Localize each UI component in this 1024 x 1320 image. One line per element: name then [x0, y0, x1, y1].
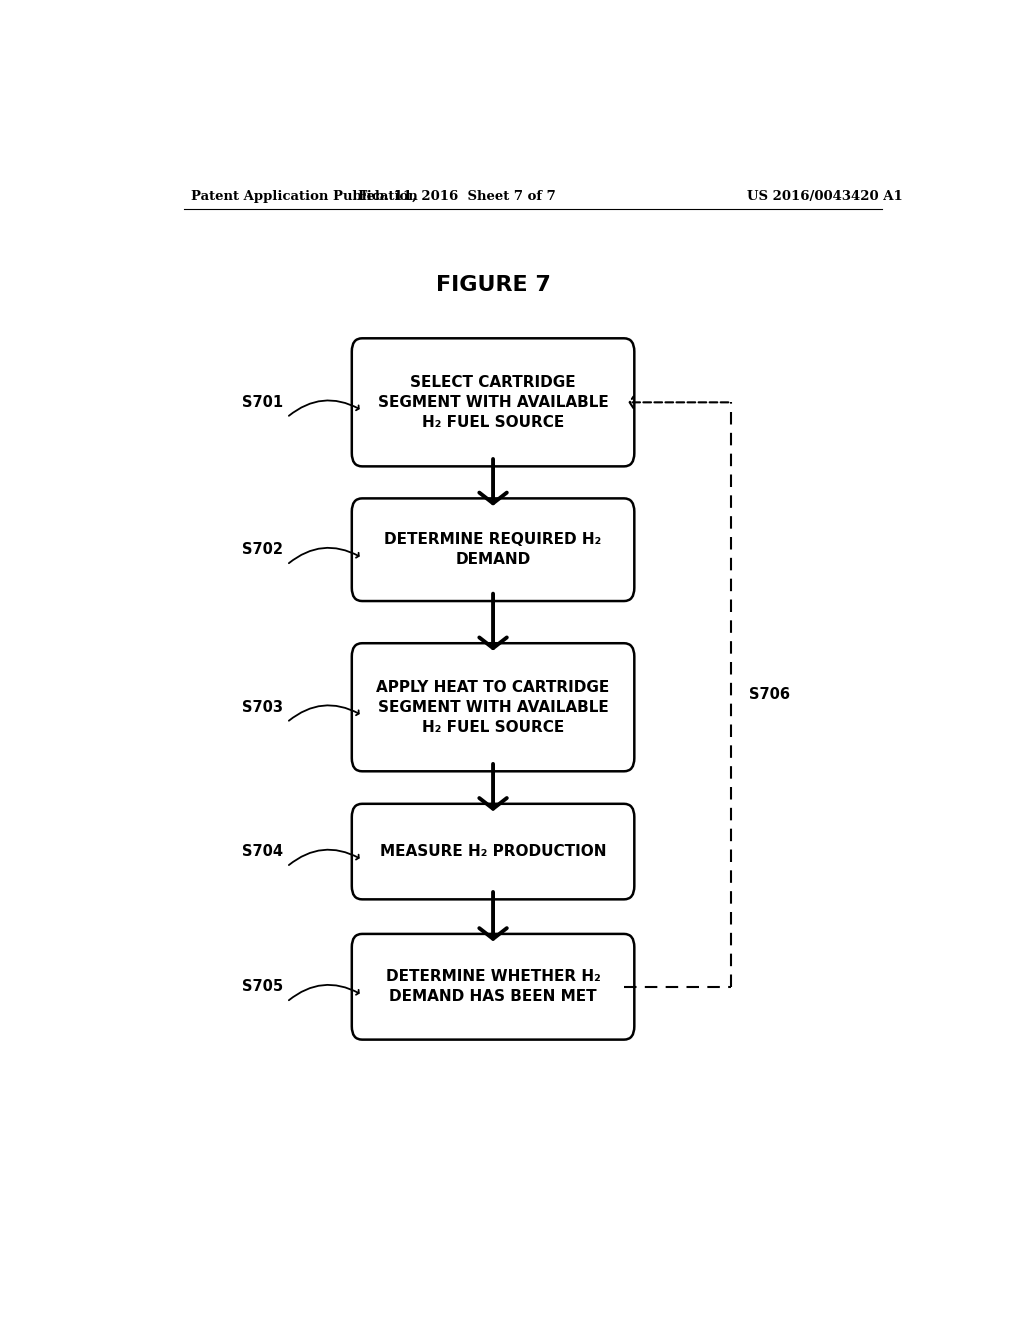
FancyBboxPatch shape [352, 338, 634, 466]
Text: SELECT CARTRIDGE
SEGMENT WITH AVAILABLE
H₂ FUEL SOURCE: SELECT CARTRIDGE SEGMENT WITH AVAILABLE … [378, 375, 608, 429]
Text: S701: S701 [242, 395, 283, 409]
Text: Feb. 11, 2016  Sheet 7 of 7: Feb. 11, 2016 Sheet 7 of 7 [358, 190, 556, 202]
Text: Patent Application Publication: Patent Application Publication [191, 190, 418, 202]
Text: S706: S706 [749, 686, 790, 702]
Text: S702: S702 [242, 543, 283, 557]
Text: S705: S705 [242, 979, 283, 994]
FancyBboxPatch shape [352, 935, 634, 1040]
FancyBboxPatch shape [352, 643, 634, 771]
Text: S703: S703 [242, 700, 283, 714]
Text: DETERMINE REQUIRED H₂
DEMAND: DETERMINE REQUIRED H₂ DEMAND [384, 532, 602, 568]
Text: S704: S704 [242, 843, 283, 859]
FancyBboxPatch shape [352, 804, 634, 899]
Text: DETERMINE WHETHER H₂
DEMAND HAS BEEN MET: DETERMINE WHETHER H₂ DEMAND HAS BEEN MET [386, 969, 600, 1005]
Text: APPLY HEAT TO CARTRIDGE
SEGMENT WITH AVAILABLE
H₂ FUEL SOURCE: APPLY HEAT TO CARTRIDGE SEGMENT WITH AVA… [377, 680, 609, 734]
Text: FIGURE 7: FIGURE 7 [435, 276, 551, 296]
Text: US 2016/0043420 A1: US 2016/0043420 A1 [748, 190, 903, 202]
FancyBboxPatch shape [352, 499, 634, 601]
Text: MEASURE H₂ PRODUCTION: MEASURE H₂ PRODUCTION [380, 843, 606, 859]
